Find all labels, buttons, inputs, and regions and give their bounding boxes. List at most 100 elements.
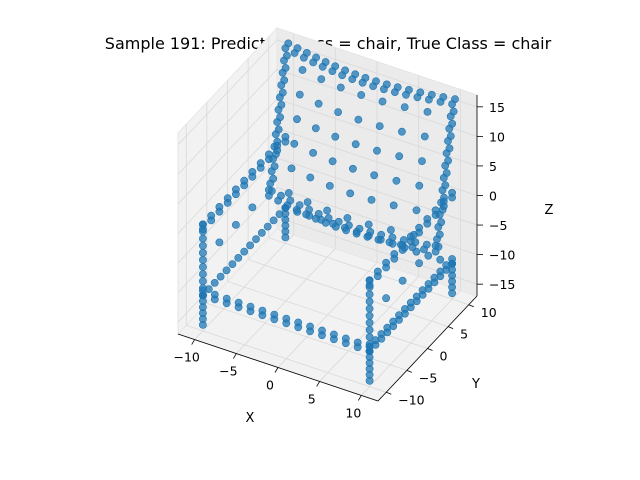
data-point bbox=[406, 298, 415, 307]
y-tick-label: 0 bbox=[440, 349, 448, 364]
data-point bbox=[375, 122, 384, 130]
data-point bbox=[198, 255, 207, 264]
data-point bbox=[256, 163, 265, 172]
data-point bbox=[290, 139, 299, 148]
data-point bbox=[363, 232, 372, 241]
data-point bbox=[274, 196, 282, 205]
data-point bbox=[390, 88, 399, 96]
data-point bbox=[274, 105, 283, 114]
y-tick-mark bbox=[447, 326, 454, 329]
data-point bbox=[441, 161, 450, 170]
data-point bbox=[431, 211, 440, 219]
data-point bbox=[257, 228, 266, 237]
data-point bbox=[284, 189, 293, 197]
x-tick-label: −10 bbox=[173, 350, 199, 365]
y-tick-label: −5 bbox=[419, 370, 437, 385]
data-point bbox=[352, 229, 361, 238]
data-point bbox=[290, 49, 299, 57]
data-point bbox=[275, 210, 284, 218]
data-point bbox=[430, 273, 439, 282]
x-tick-mark bbox=[191, 339, 196, 345]
data-point bbox=[228, 260, 237, 268]
y-tick-mark bbox=[427, 348, 433, 351]
data-point bbox=[389, 317, 398, 326]
data-point bbox=[412, 206, 421, 215]
z-tick-label: 5 bbox=[489, 159, 497, 174]
data-point bbox=[198, 248, 207, 257]
data-point bbox=[377, 330, 386, 338]
data-point bbox=[282, 314, 291, 323]
data-point bbox=[389, 201, 398, 210]
data-point bbox=[302, 210, 311, 219]
data-point bbox=[369, 82, 377, 90]
z-gridline bbox=[177, 157, 478, 264]
data-point bbox=[400, 305, 409, 313]
data-point bbox=[252, 235, 260, 243]
data-point bbox=[448, 100, 456, 108]
data-point bbox=[365, 297, 374, 306]
data-point bbox=[348, 164, 357, 173]
data-point bbox=[406, 237, 415, 246]
data-point bbox=[248, 203, 257, 212]
data-point bbox=[317, 75, 326, 83]
x-tick-mark bbox=[274, 367, 279, 373]
data-point bbox=[365, 318, 374, 327]
data-point bbox=[321, 218, 330, 227]
data-point bbox=[442, 149, 451, 158]
data-point bbox=[231, 220, 240, 229]
y-gridline bbox=[185, 124, 387, 393]
data-point bbox=[365, 340, 374, 348]
data-point bbox=[343, 214, 352, 222]
data-point bbox=[258, 306, 267, 315]
data-point bbox=[354, 115, 363, 124]
x-tick-label: 5 bbox=[308, 391, 316, 406]
data-point bbox=[367, 195, 376, 204]
y-tick-mark bbox=[468, 304, 474, 308]
data-point bbox=[234, 298, 243, 307]
x-tick-mark bbox=[232, 353, 237, 359]
data-point bbox=[306, 322, 314, 331]
data-point bbox=[323, 206, 331, 215]
data-point bbox=[198, 241, 207, 250]
data-points bbox=[198, 39, 459, 385]
data-point bbox=[390, 254, 399, 263]
data-point bbox=[336, 83, 345, 92]
data-point bbox=[395, 311, 403, 320]
data-point bbox=[318, 326, 326, 335]
data-point bbox=[365, 276, 374, 285]
data-point bbox=[334, 108, 342, 116]
data-point bbox=[415, 259, 423, 268]
data-point bbox=[357, 91, 366, 99]
x-tick-mark bbox=[357, 395, 362, 401]
axis-lines bbox=[177, 95, 483, 402]
data-point bbox=[198, 227, 207, 236]
y-gridline bbox=[227, 80, 428, 349]
data-point bbox=[395, 152, 404, 161]
y-tick-mark bbox=[406, 370, 413, 373]
data-point bbox=[223, 198, 232, 207]
data-point bbox=[298, 66, 307, 74]
data-point bbox=[306, 173, 315, 182]
data-point bbox=[378, 97, 387, 106]
z-tick-label: 15 bbox=[489, 100, 505, 115]
data-point bbox=[353, 338, 362, 347]
data-point bbox=[374, 235, 383, 244]
data-point bbox=[280, 56, 288, 65]
data-point bbox=[415, 181, 424, 190]
data-point bbox=[346, 189, 355, 198]
chart-title: Sample 191: Predicted Class = chair, Tru… bbox=[105, 34, 552, 53]
x-axis-label: X bbox=[246, 411, 255, 426]
data-point bbox=[283, 201, 292, 210]
z-tick-label: 0 bbox=[489, 189, 497, 204]
data-point bbox=[198, 284, 207, 293]
data-point bbox=[436, 255, 445, 264]
data-point bbox=[400, 103, 409, 111]
z-tick-label: −15 bbox=[489, 277, 515, 292]
data-point bbox=[379, 85, 388, 94]
data-point bbox=[264, 191, 273, 200]
data-point bbox=[446, 112, 455, 121]
data-point bbox=[433, 235, 441, 244]
data-point bbox=[437, 198, 445, 207]
data-point bbox=[365, 333, 374, 341]
